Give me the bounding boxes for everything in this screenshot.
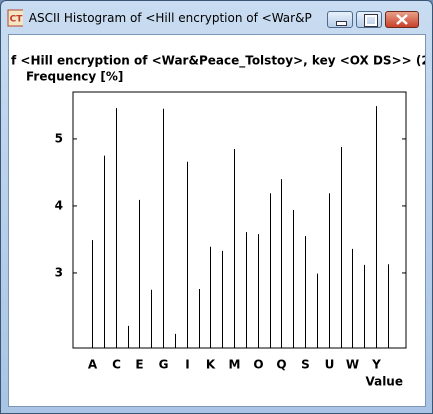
plot-frame (72, 91, 407, 349)
client-area: f <Hill encryption of <War&Peace_Tolstoy… (8, 34, 426, 407)
minimize-button[interactable] (327, 11, 353, 28)
x-tick-label: U (325, 358, 335, 372)
app-icon: CT (7, 9, 23, 27)
y-tick-label: 5 (55, 131, 63, 145)
y-tick-label: 3 (55, 265, 63, 279)
x-tick-label: C (112, 358, 121, 372)
x-tick-label: I (185, 358, 189, 372)
x-tick-label: M (229, 358, 241, 372)
window-title: ASCII Histogram of <Hill encryption of <… (28, 11, 312, 25)
svg-text:CT: CT (10, 15, 23, 25)
close-button[interactable] (385, 11, 419, 28)
x-tick-label: K (206, 358, 216, 372)
y-axis-label: Frequency [%] (26, 70, 123, 84)
x-axis-label: Value (365, 375, 403, 389)
x-tick-label: Q (276, 358, 286, 372)
x-tick-label: O (253, 358, 263, 372)
x-tick-label: S (301, 358, 310, 372)
x-tick-label: W (346, 358, 359, 372)
maximize-button[interactable] (356, 11, 382, 28)
x-tick-label: Y (371, 358, 381, 372)
x-tick-label: A (88, 358, 98, 372)
chart-title: f <Hill encryption of <War&Peace_Tolstoy… (11, 54, 426, 69)
chart: f <Hill encryption of <War&Peace_Tolstoy… (11, 54, 426, 389)
title-bar: CT ASCII Histogram of <Hill encryption o… (7, 7, 312, 29)
x-tick-label: G (159, 358, 169, 372)
x-tick-label: E (135, 358, 143, 372)
y-tick-label: 4 (55, 198, 63, 212)
